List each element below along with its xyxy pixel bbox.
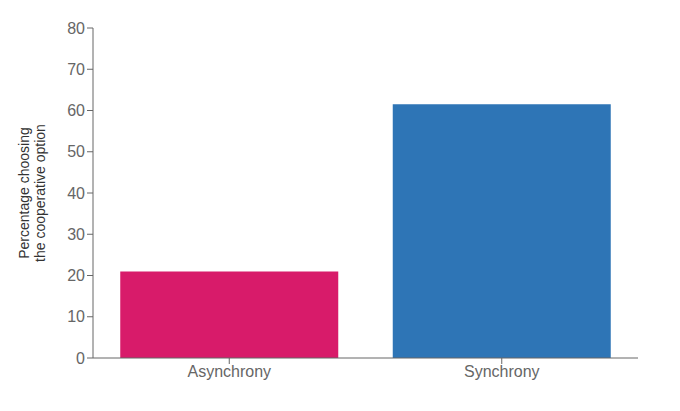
svg-text:70: 70 — [67, 61, 85, 78]
svg-text:10: 10 — [67, 308, 85, 325]
svg-text:40: 40 — [67, 185, 85, 202]
svg-text:20: 20 — [67, 267, 85, 284]
svg-text:60: 60 — [67, 102, 85, 119]
svg-text:50: 50 — [67, 143, 85, 160]
svg-text:Percentage choosingthe coopera: Percentage choosingthe cooperative optio… — [16, 124, 49, 262]
svg-text:30: 30 — [67, 226, 85, 243]
svg-text:Asynchrony: Asynchrony — [187, 363, 271, 380]
svg-text:0: 0 — [76, 350, 85, 367]
svg-text:Synchrony: Synchrony — [464, 363, 540, 380]
svg-text:80: 80 — [67, 20, 85, 37]
